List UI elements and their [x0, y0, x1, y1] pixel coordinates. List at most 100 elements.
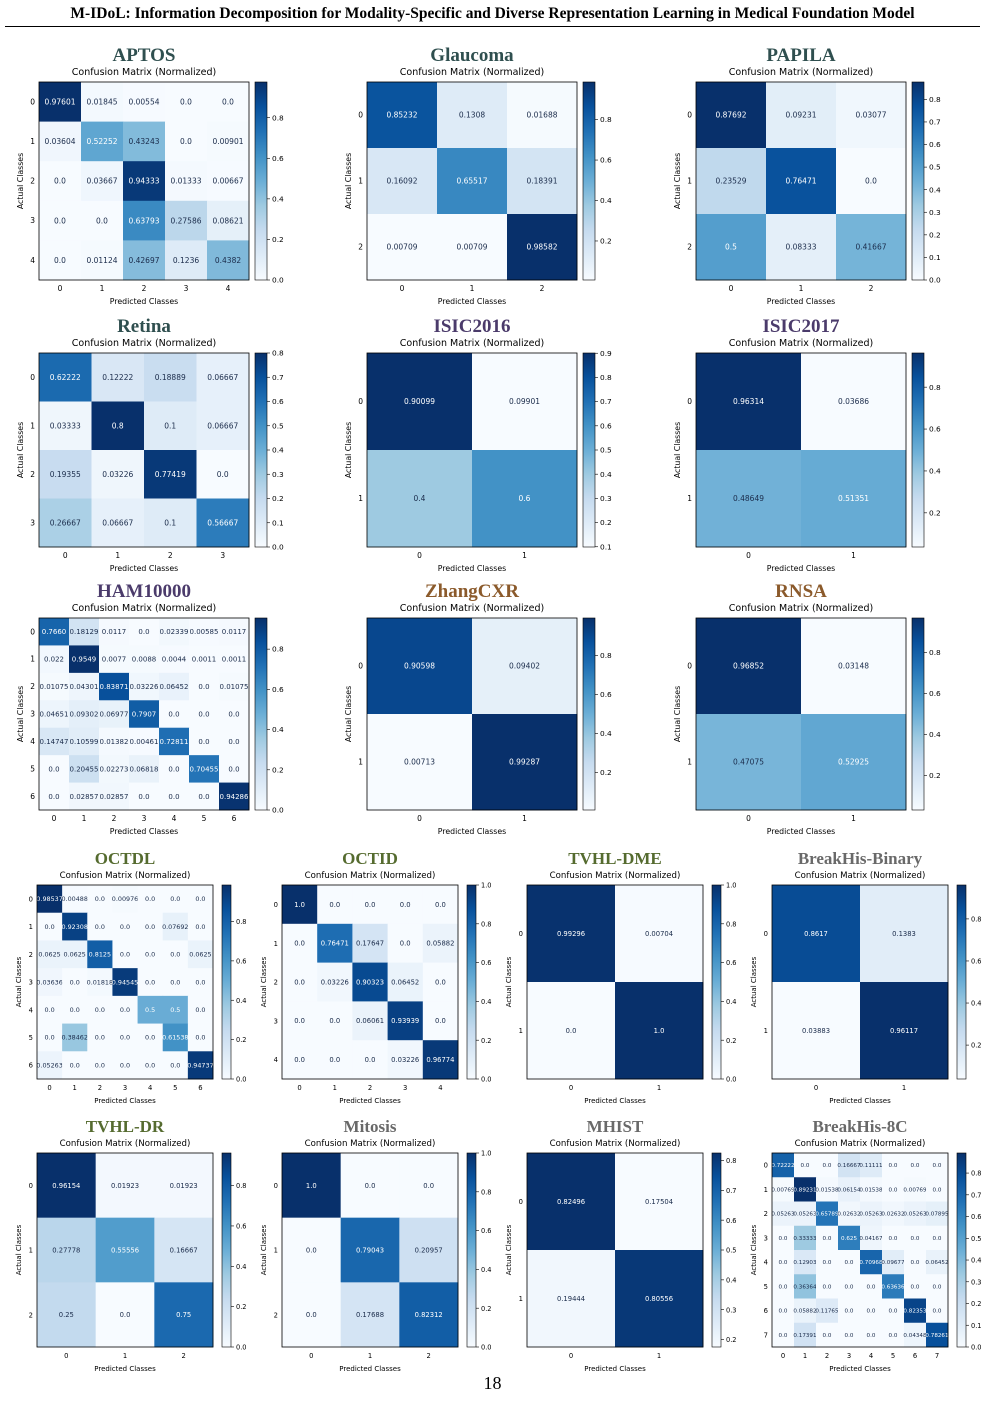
- matrix-cell: [282, 885, 318, 925]
- x-axis-label: Predicted Classes: [339, 1365, 401, 1373]
- cell-value-label: 0.47075: [733, 758, 764, 767]
- matrix-cell: [816, 1250, 839, 1275]
- cell-value-label: 0.03686: [838, 397, 869, 406]
- colorbar-tick-label: 0.0: [236, 1076, 247, 1084]
- y-axis-label: Actual Classes: [505, 1224, 513, 1275]
- cell-value-label: 0.78261: [925, 1333, 949, 1339]
- chart-title: Confusion Matrix (Normalized): [729, 338, 874, 349]
- cell-value-label: 0.7907: [132, 711, 157, 719]
- cell-value-label: 0.03883: [802, 1027, 830, 1035]
- matrix-cell: [816, 1201, 839, 1227]
- matrix-cell: [196, 498, 250, 548]
- matrix-cell: [422, 962, 459, 1002]
- matrix-cell: [317, 885, 353, 925]
- colorbar-tick-label: 0.8: [481, 920, 492, 928]
- matrix-cell: [801, 353, 907, 451]
- matrix-cell: [904, 1177, 927, 1202]
- matrix-cell: [129, 755, 160, 783]
- cell-value-label: 0.0088: [132, 656, 157, 664]
- cell-value-label: 0.0625: [189, 951, 211, 959]
- matrix-cell: [422, 885, 459, 925]
- cell-value-label: 0.55556: [111, 1246, 139, 1254]
- cell-value-label: 0.48649: [733, 494, 764, 503]
- matrix-cell: [137, 995, 164, 1024]
- matrix-cell: [340, 1217, 400, 1283]
- y-tick-label: 0: [687, 397, 692, 406]
- cell-value-label: 0.0: [95, 923, 105, 931]
- cell-value-label: 0.0: [228, 711, 239, 719]
- cell-value-label: 0.00667: [212, 177, 243, 186]
- matrix-cell: [615, 982, 704, 1080]
- y-tick-label: 0: [29, 895, 33, 903]
- cell-value-label: 0.0625: [64, 951, 86, 959]
- cell-value-label: 0.0: [845, 1284, 854, 1290]
- cell-value-label: 0.94545: [112, 978, 138, 986]
- colorbar-tick-label: 0.1: [929, 253, 941, 262]
- y-tick-label: 1: [30, 421, 35, 430]
- x-tick-label: 2: [368, 1084, 372, 1092]
- matrix-cell: [207, 121, 250, 162]
- colorbar-tick-label: 0.2: [600, 768, 612, 777]
- cell-value-label: 0.08621: [212, 216, 243, 225]
- colorbar: [254, 617, 268, 811]
- confusion-matrix-panel-octid: OCTID Confusion Matrix (Normalized) 1.0 0.0…: [250, 847, 495, 1115]
- cell-value-label: 0.0: [365, 1056, 376, 1064]
- y-tick-label: 4: [29, 1006, 33, 1014]
- colorbar-tick-label: 0.8: [929, 95, 941, 104]
- cell-value-label: 0.79043: [356, 1246, 384, 1254]
- matrix-cell: [91, 498, 145, 548]
- colorbar-tick-label: 0.4: [236, 997, 247, 1005]
- cell-value-label: 0.0: [70, 1061, 80, 1069]
- matrix-cell: [766, 148, 837, 215]
- matrix-cell: [527, 1250, 616, 1348]
- cell-value-label: 0.00713: [404, 758, 435, 767]
- matrix-cell: [772, 1274, 795, 1299]
- cell-value-label: 0.0117: [102, 628, 127, 636]
- colorbar-tick-label: 0.5: [600, 446, 612, 455]
- matrix-cell: [37, 940, 63, 969]
- y-axis-label: Actual Classes: [16, 686, 25, 742]
- x-tick-label: 1: [902, 1084, 906, 1092]
- matrix-cell: [37, 912, 63, 941]
- cell-value-label: 0.70455: [190, 765, 219, 773]
- matrix-cell: [882, 1153, 905, 1178]
- matrix-cell: [187, 885, 214, 914]
- y-axis-label: Actual Classes: [15, 956, 23, 1007]
- colorbar-tick-label: 0.4: [481, 998, 492, 1006]
- cell-value-label: 0.0: [400, 901, 411, 909]
- colorbar-tick-label: 0.7: [272, 373, 284, 382]
- y-tick-label: 1: [30, 137, 35, 146]
- x-tick-label: 0: [63, 551, 68, 560]
- dataset-label: BreakHis-8C: [812, 1117, 907, 1136]
- matrix-cell: [95, 1282, 155, 1348]
- x-axis-label: Predicted Classes: [94, 1097, 156, 1105]
- colorbar-tick-label: 0.0: [971, 1344, 982, 1352]
- x-axis-label: Predicted Classes: [584, 1097, 646, 1105]
- y-tick-label: 2: [30, 177, 35, 186]
- cell-value-label: 0.0: [911, 1284, 920, 1290]
- matrix-cell: [367, 353, 473, 451]
- matrix-cell: [794, 1153, 817, 1178]
- cell-value-label: 0.01333: [170, 177, 201, 186]
- y-tick-label: 1: [358, 494, 363, 503]
- cell-value-label: 0.0: [95, 895, 105, 903]
- cell-value-label: 0.04301: [70, 683, 99, 691]
- matrix-cell: [794, 1322, 817, 1348]
- matrix-cell: [144, 401, 197, 451]
- matrix-cell: [99, 700, 130, 729]
- colorbar-tick-label: 0.6: [600, 421, 612, 430]
- confusion-matrix-panel-mitosis: Mitosis Confusion Matrix (Normalized) 1.0 0…: [250, 1115, 495, 1383]
- matrix-cell: [615, 1153, 704, 1251]
- cell-value-label: 0.06977: [100, 711, 129, 719]
- matrix-cell: [159, 727, 190, 756]
- colorbar-tick-label: 0.6: [272, 397, 284, 406]
- colorbar-tick-label: 0.6: [929, 425, 941, 434]
- chart-title: Confusion Matrix (Normalized): [400, 67, 545, 78]
- matrix-cell: [838, 1250, 861, 1275]
- matrix-cell: [615, 885, 704, 983]
- y-tick-label: 0: [274, 1182, 278, 1190]
- y-tick-label: 0: [274, 901, 278, 909]
- matrix-cell: [219, 645, 250, 674]
